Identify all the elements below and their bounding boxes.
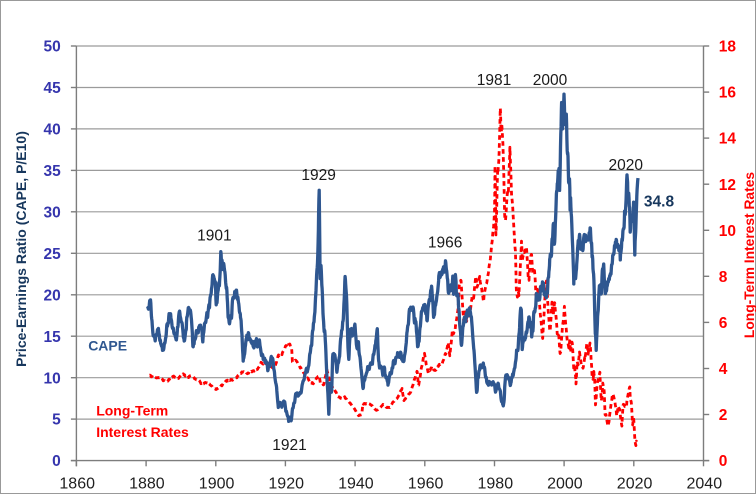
svg-text:1860: 1860 [59, 475, 95, 492]
svg-text:8: 8 [719, 269, 728, 286]
svg-text:1980: 1980 [478, 475, 514, 492]
svg-text:Long-Term Interest Rates: Long-Term Interest Rates [742, 172, 756, 338]
svg-text:Long-Term: Long-Term [96, 402, 168, 418]
svg-text:4: 4 [719, 361, 728, 378]
svg-text:18: 18 [719, 39, 737, 56]
svg-text:6: 6 [719, 315, 728, 332]
svg-text:2040: 2040 [687, 475, 723, 492]
svg-text:1940: 1940 [338, 475, 374, 492]
svg-text:16: 16 [719, 85, 737, 102]
svg-text:14: 14 [719, 131, 737, 148]
svg-text:Interest Rates: Interest Rates [96, 424, 189, 440]
svg-text:10: 10 [719, 223, 736, 240]
svg-text:35: 35 [44, 163, 62, 180]
svg-text:2000: 2000 [533, 72, 568, 89]
svg-text:1880: 1880 [129, 475, 165, 492]
svg-text:2000: 2000 [547, 475, 583, 492]
svg-text:20: 20 [44, 287, 61, 304]
svg-text:CAPE: CAPE [88, 338, 127, 354]
svg-text:30: 30 [44, 204, 61, 221]
svg-text:15: 15 [44, 329, 62, 346]
svg-text:5: 5 [52, 412, 61, 429]
svg-text:1901: 1901 [197, 228, 231, 245]
svg-text:50: 50 [44, 39, 61, 56]
svg-text:Price-Earnings Ratio (CAPE, P/: Price-Earnings Ratio (CAPE, P/E10) [13, 131, 29, 367]
svg-text:2020: 2020 [609, 157, 644, 174]
svg-text:0: 0 [719, 453, 728, 470]
svg-text:1966: 1966 [428, 234, 462, 251]
svg-text:10: 10 [44, 370, 61, 387]
svg-text:12: 12 [719, 177, 736, 194]
svg-text:1921: 1921 [272, 437, 306, 454]
svg-text:2020: 2020 [617, 475, 653, 492]
svg-text:1900: 1900 [199, 475, 235, 492]
svg-text:25: 25 [44, 246, 62, 263]
svg-text:2: 2 [719, 407, 728, 424]
svg-text:45: 45 [44, 80, 62, 97]
svg-text:1960: 1960 [408, 475, 444, 492]
svg-text:1981: 1981 [477, 72, 511, 89]
svg-text:1929: 1929 [301, 167, 335, 184]
svg-text:0: 0 [52, 453, 61, 470]
svg-text:1920: 1920 [268, 475, 304, 492]
svg-text:34.8: 34.8 [644, 194, 675, 211]
svg-text:40: 40 [44, 122, 61, 139]
